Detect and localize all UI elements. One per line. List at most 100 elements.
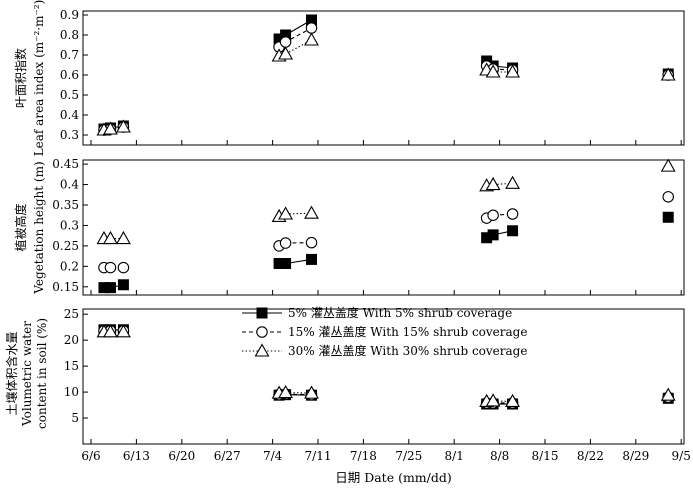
data-point — [662, 191, 674, 203]
data-point — [487, 229, 499, 241]
panel-frame — [82, 10, 685, 146]
x-tick-label: 6/20 — [168, 449, 195, 463]
data-point — [103, 230, 118, 245]
series-open-triangle — [96, 324, 676, 407]
data-point — [117, 279, 129, 291]
data-point — [104, 261, 117, 274]
y-axis-label-cn: 叶面积指数 — [13, 48, 28, 108]
x-tick-label: 8/8 — [490, 449, 509, 463]
data-point — [660, 158, 676, 172]
y-tick-label: 0.3 — [60, 218, 79, 232]
legend-entry: 30% 灌丛盖度 With 30% shrub coverage — [288, 343, 527, 358]
y-tick-label: 0.35 — [52, 198, 79, 212]
y-tick-label: 0.25 — [52, 239, 79, 253]
data-point — [104, 282, 116, 294]
data-point — [304, 32, 319, 46]
data-point — [304, 205, 319, 219]
series-open-circle — [98, 191, 674, 274]
data-point — [103, 121, 118, 135]
x-tick-label: 7/25 — [395, 449, 422, 463]
data-point — [305, 236, 318, 249]
data-point — [305, 22, 318, 34]
data-point — [279, 36, 292, 48]
y-tick-label: 25 — [64, 307, 79, 321]
panel-swc: 5 10 15 20 25 土壤体积含水量 Volumetric water content … — [4, 307, 685, 445]
y-axis-label-cn: 植被高度 — [13, 203, 28, 251]
y-axis-label-en: Vegetation height (m) — [32, 161, 46, 294]
series-filled-square — [98, 211, 674, 294]
data-point — [278, 384, 294, 399]
y-tick-label: 0.3 — [60, 128, 79, 142]
y-tick-label: 5 — [71, 411, 79, 425]
data-point — [662, 211, 674, 223]
data-point — [485, 393, 501, 407]
legend-marker — [256, 307, 268, 319]
data-point — [115, 119, 131, 133]
series-filled-square — [98, 14, 674, 135]
data-point — [279, 237, 292, 249]
data-point — [304, 385, 319, 399]
series-line — [278, 39, 312, 57]
y-axis-label-en: Leaf area index (m⁻²·m⁻²) — [32, 0, 46, 156]
x-tick-label: 6/13 — [123, 449, 150, 463]
data-point — [485, 64, 501, 78]
data-point — [485, 176, 501, 191]
y-tick-label: 10 — [64, 385, 79, 399]
x-tick-label: 8/1 — [445, 449, 464, 463]
data-point — [117, 261, 130, 274]
x-tick-label: 8/29 — [622, 449, 649, 463]
data-point — [660, 67, 676, 81]
y-tick-label: 0.7 — [60, 48, 79, 62]
legend-entry: 15% 灌丛盖度 With 15% shrub coverage — [288, 324, 527, 339]
y-tick-label: 0.2 — [60, 259, 79, 273]
data-point — [660, 387, 676, 401]
series-open-circle — [98, 22, 674, 136]
y-tick-label: 0.6 — [60, 68, 79, 82]
x-tick-label: 7/11 — [305, 449, 332, 463]
y-tick-label: 0.5 — [60, 88, 79, 102]
data-point — [505, 393, 521, 407]
x-tick-label: 6/27 — [214, 449, 241, 463]
panel-height: 0.15 0.2 0.25 0.3 0.35 0.4 0.45 植被高度 Vegetation … — [13, 157, 685, 296]
y-tick-label: 0.4 — [60, 178, 79, 192]
data-point — [115, 324, 131, 338]
panel-lai: 0.3 0.4 0.5 0.6 0.7 0.8 0.9 叶面积指数 Leaf area inde… — [13, 0, 685, 156]
data-point — [280, 258, 292, 269]
y-tick-label: 0.4 — [60, 108, 79, 122]
x-tick-label: 9/5 — [672, 449, 691, 463]
x-tick-label: 8/15 — [532, 449, 559, 463]
data-point — [278, 46, 294, 60]
y-tick-label: 0.9 — [60, 8, 79, 22]
x-tick-label: 7/18 — [350, 449, 377, 463]
panel-frame — [82, 308, 685, 445]
data-point — [487, 209, 499, 221]
panel-frame — [82, 159, 685, 296]
y-axis-label-en: content in soil (%) — [35, 318, 49, 429]
data-point — [306, 253, 318, 265]
data-point — [278, 206, 294, 220]
x-tick-label: 8/22 — [577, 449, 604, 463]
y-axis-label-cn: 土壤体积含水量 — [4, 331, 19, 415]
y-tick-label: 0.8 — [60, 28, 79, 42]
legend: 5% 灌丛盖度 With 5% shrub coverage 15% 灌丛盖度 W… — [242, 305, 527, 358]
data-point — [115, 230, 131, 245]
series-open-triangle — [96, 158, 676, 245]
x-tick-label: 7/4 — [263, 449, 283, 463]
data-point — [505, 175, 521, 189]
y-tick-label: 0.15 — [52, 280, 79, 294]
data-point — [103, 324, 118, 338]
legend-marker — [256, 326, 268, 338]
data-point — [505, 64, 521, 78]
data-point — [507, 225, 519, 237]
x-tick-label: 6/6 — [81, 449, 100, 463]
y-tick-label: 20 — [64, 333, 79, 347]
y-tick-label: 0.45 — [52, 157, 79, 171]
legend-marker — [254, 343, 270, 357]
series-open-triangle — [96, 32, 676, 136]
y-tick-label: 15 — [64, 359, 79, 373]
x-axis-label: 日期 Date (mm/dd) — [335, 470, 452, 485]
data-point — [506, 208, 519, 220]
legend-entry: 5% 灌丛盖度 With 5% shrub coverage — [288, 305, 512, 320]
y-axis-label-en: Volumetric water — [20, 321, 34, 427]
